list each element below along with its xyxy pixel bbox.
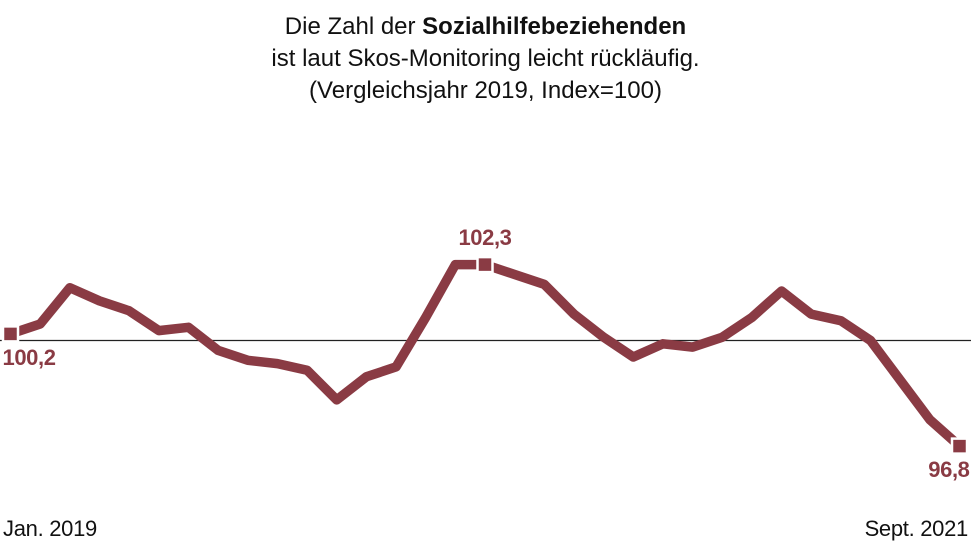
title-line-1-bold: Sozialhilfebeziehenden bbox=[422, 13, 687, 40]
title-line-1: Die Zahl der Sozialhilfebeziehenden bbox=[0, 11, 971, 43]
data-point-marker bbox=[476, 255, 494, 274]
title-line-2: ist laut Skos-Monitoring leicht rückläuf… bbox=[271, 45, 700, 72]
title-line-3: (Vergleichsjahr 2019, Index=100) bbox=[309, 77, 662, 104]
value-label-start: 100,2 bbox=[2, 344, 56, 370]
x-axis-label-start: Jan. 2019 bbox=[3, 516, 97, 541]
value-label-peak: 102,3 bbox=[458, 224, 512, 250]
data-point-marker bbox=[950, 437, 969, 455]
chart-title: Die Zahl der Sozialhilfebeziehenden ist … bbox=[0, 11, 971, 107]
title-line-1-prefix: Die Zahl der bbox=[284, 13, 423, 40]
data-point-markers bbox=[1, 255, 969, 455]
series-line bbox=[8, 259, 963, 450]
x-axis-label-end: Sept. 2021 bbox=[864, 516, 969, 541]
data-point-marker bbox=[1, 325, 20, 343]
value-label-end: 96,8 bbox=[928, 457, 970, 483]
